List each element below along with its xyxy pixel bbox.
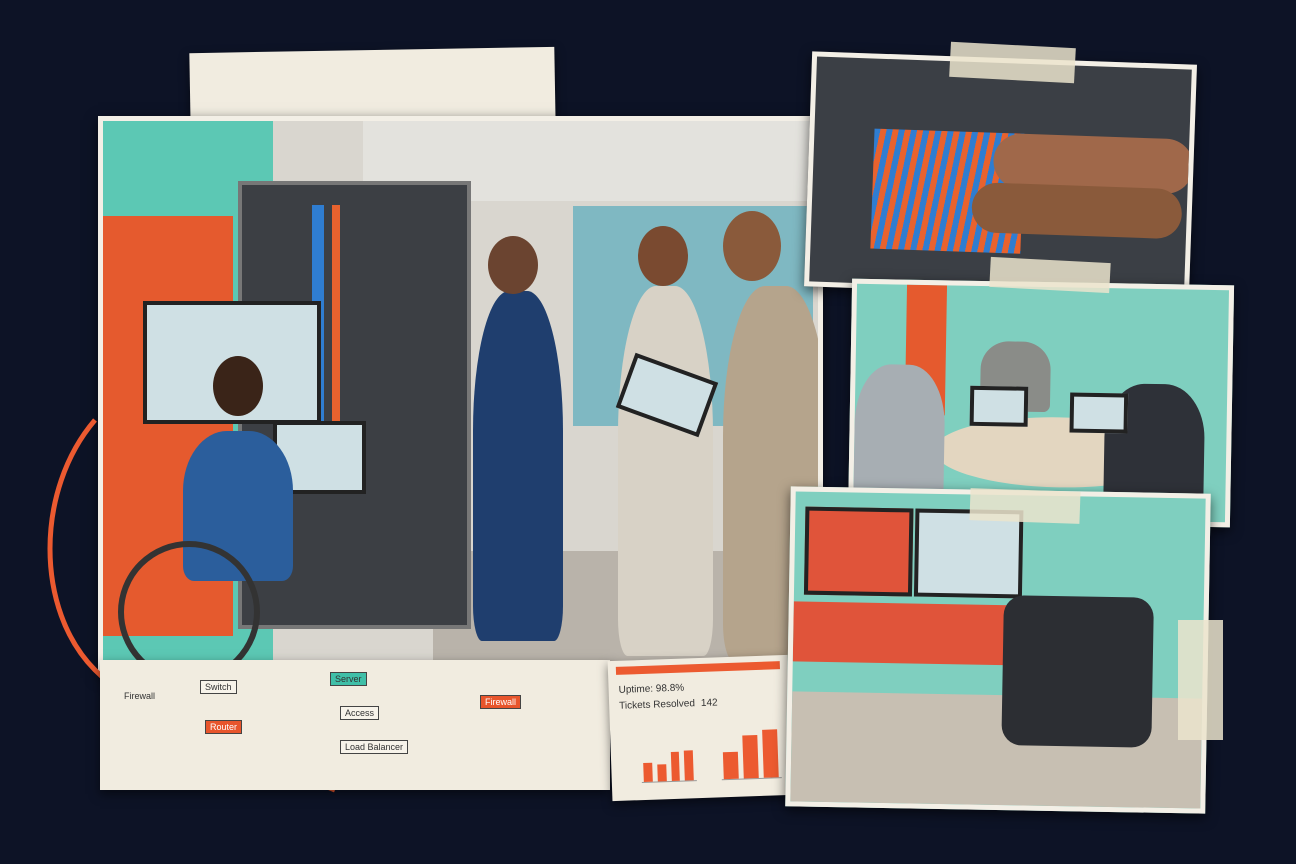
main-photo-server-room — [98, 116, 823, 674]
uptime-label: Uptime: 98.8% — [618, 682, 685, 696]
head — [638, 226, 688, 286]
laptop — [1069, 392, 1129, 434]
office-chair — [1001, 595, 1154, 748]
right-bar-chart — [719, 723, 782, 781]
chart-bar — [657, 764, 667, 782]
chart-bar — [722, 751, 739, 780]
uptime-row: Uptime: 98.8% — [618, 679, 780, 697]
chart-bar — [742, 734, 759, 779]
diagram-node: Server — [330, 672, 367, 686]
head — [213, 356, 263, 416]
diagram-node: Firewall — [124, 691, 156, 701]
person-standing-1 — [473, 291, 563, 641]
monitor — [913, 508, 1024, 599]
diagram-node: Switch — [200, 680, 237, 694]
head — [488, 236, 538, 294]
monitor — [803, 506, 914, 597]
left-bar-chart — [640, 732, 697, 784]
laptop — [969, 385, 1029, 427]
dashboard-printout: Uptime: 98.8% Tickets Resolved 142 — [607, 654, 793, 802]
tape — [969, 488, 1081, 524]
head — [723, 211, 781, 281]
person-standing-2 — [618, 286, 713, 656]
network-diagram-paper: Firewall Switch Router Server Load Balan… — [100, 660, 610, 790]
photo-workstation — [785, 486, 1211, 814]
wheelchair — [118, 541, 260, 669]
tape — [989, 256, 1111, 294]
diagram-node: Firewall — [480, 695, 522, 709]
diagram-node: Load Balancer — [340, 740, 409, 754]
diagram-node: Router — [205, 720, 243, 734]
chart-bar — [670, 751, 681, 782]
tape — [1178, 620, 1223, 740]
arm — [971, 182, 1183, 240]
chart-bar — [762, 729, 779, 778]
orange-cables — [332, 205, 340, 425]
chart-bar — [684, 750, 694, 781]
tickets-row: Tickets Resolved 142 — [619, 695, 781, 713]
tickets-value: 142 — [700, 697, 718, 709]
chart-bar — [643, 762, 653, 782]
diagram-node: Access — [340, 706, 380, 720]
dashboard-header-bar — [615, 661, 780, 675]
tickets-label: Tickets Resolved — [619, 698, 696, 712]
tape — [949, 41, 1076, 84]
